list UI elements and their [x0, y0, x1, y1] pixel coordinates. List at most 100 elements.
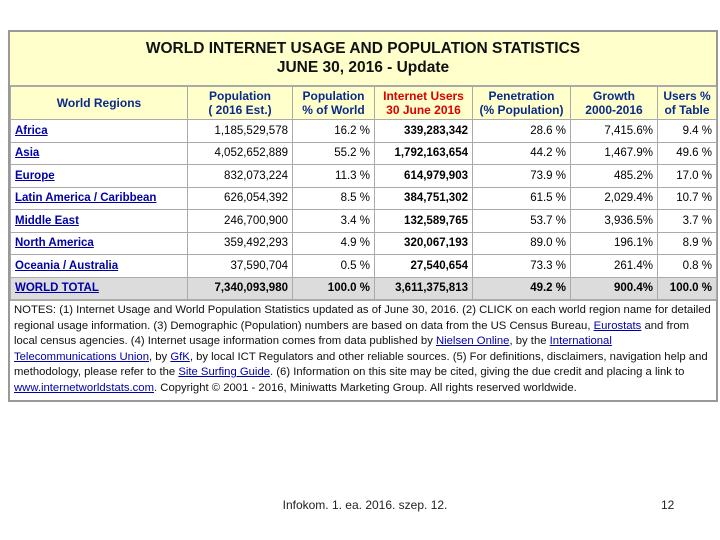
data-cell: 0.8 %: [657, 254, 717, 278]
data-cell: 61.5 %: [472, 186, 571, 210]
region-cell: WORLD TOTAL: [10, 276, 188, 300]
data-cell: 100.0 %: [292, 276, 375, 300]
note-link[interactable]: GfK: [170, 350, 190, 363]
data-cell: 614,979,903: [374, 164, 473, 188]
data-cell: 28.6 %: [472, 119, 571, 143]
data-cell: 359,492,293: [187, 231, 293, 255]
data-cell: 4,052,652,889: [187, 141, 293, 165]
data-cell: 626,054,392: [187, 186, 293, 210]
data-cell: 196.1%: [570, 231, 658, 255]
data-cell: 11.3 %: [292, 164, 375, 188]
header-text: Growth: [593, 89, 635, 103]
data-cell: 4.9 %: [292, 231, 375, 255]
footer-caption: Infokom. 1. ea. 2016. szep. 12.: [282, 498, 448, 512]
header-cell: Internet Users 30 June 2016: [374, 86, 473, 120]
data-cell: 100.0 %: [657, 276, 717, 300]
data-row: Oceania / Australia 37,590,704 0.5 % 27,540…: [10, 254, 717, 278]
data-cell: 832,073,224: [187, 164, 293, 188]
data-row: Europe 832,073,224 11.3 % 614,979,903 73.9 %…: [10, 164, 717, 188]
stats-panel: WORLD INTERNET USAGE AND POPULATION STAT…: [8, 30, 718, 402]
header-cell: Growth 2000-2016: [570, 86, 658, 120]
region-link[interactable]: North America: [15, 237, 94, 250]
data-cell: 900.4%: [570, 276, 658, 300]
header-cell: Population( 2016 Est.): [187, 86, 293, 120]
data-cell: 339,283,342: [374, 119, 473, 143]
note-text: , by: [149, 350, 171, 363]
data-cell: 8.9 %: [657, 231, 717, 255]
header-cell: Population% of World: [292, 86, 375, 120]
data-cell: 7,415.6%: [570, 119, 658, 143]
note-text: , by local ICT Regulators and other reli…: [14, 350, 708, 379]
note-text: NOTES: (1) Internet Usage and World Popu…: [14, 304, 711, 332]
data-cell: 3,611,375,813: [374, 276, 473, 300]
note-link[interactable]: Eurostats: [593, 319, 642, 332]
header-text: (% Population): [479, 103, 564, 117]
region-cell: Europe: [10, 164, 188, 188]
data-row: Latin America / Caribbean 626,054,392 8.5 …: [10, 186, 717, 210]
data-cell: 17.0 %: [657, 164, 717, 188]
header-text: % of World: [302, 103, 365, 117]
page-number: 12: [661, 498, 675, 512]
note-link[interactable]: International Telecommunications Union: [14, 335, 612, 363]
data-cell: 3,936.5%: [570, 209, 658, 233]
title: WORLD INTERNET USAGE AND POPULATION STAT…: [10, 32, 716, 86]
region-cell: North America: [10, 231, 188, 255]
header-cell: Users % of Table: [657, 86, 717, 120]
header-text: Users %: [663, 89, 711, 103]
stats-table: World Regions Population( 2016 Est.) Popul…: [10, 86, 717, 300]
data-cell: 3.7 %: [657, 209, 717, 233]
data-cell: 16.2 %: [292, 119, 375, 143]
region-link[interactable]: Middle East: [15, 214, 79, 227]
data-cell: 49.2 %: [472, 276, 571, 300]
data-row: Asia 4,052,652,889 55.2 % 1,792,163,654 44.2…: [10, 141, 717, 165]
data-cell: 2,029.4%: [570, 186, 658, 210]
note-text: . Copyright © 2001 - 2016, Miniwatts Mar…: [154, 381, 577, 394]
data-cell: 37,590,704: [187, 254, 293, 278]
region-link[interactable]: WORLD TOTAL: [15, 282, 99, 295]
total-row: WORLD TOTAL 7,340,093,980 100.0 % 3,611,375…: [10, 276, 717, 300]
data-row: North America 359,492,293 4.9 % 320,067,193…: [10, 231, 717, 255]
data-cell: 246,700,900: [187, 209, 293, 233]
data-cell: 49.6 %: [657, 141, 717, 165]
header-cell: Penetration (% Population): [472, 86, 571, 120]
header-row: World Regions Population( 2016 Est.) Popul…: [10, 86, 717, 120]
data-cell: 55.2 %: [292, 141, 375, 165]
region-cell: Africa: [10, 119, 188, 143]
header-text: ( 2016 Est.): [208, 103, 272, 117]
note-text: . (6) Information on this site may be ci…: [270, 366, 685, 378]
data-row: Middle East 246,700,900 3.4 % 132,589,765 53…: [10, 209, 717, 233]
region-cell: Oceania / Australia: [10, 254, 188, 278]
region-link[interactable]: Asia: [15, 147, 40, 160]
header-text: 30 June 2016: [386, 103, 461, 117]
note-link[interactable]: Nielsen Online: [435, 335, 510, 347]
header-cell: World Regions: [10, 86, 188, 120]
data-cell: 1,185,529,578: [187, 119, 293, 143]
data-cell: 261.4%: [570, 254, 658, 278]
region-cell: Middle East: [10, 209, 188, 233]
region-link[interactable]: Oceania / Australia: [15, 259, 119, 272]
header-text: Population: [302, 89, 365, 103]
data-cell: 132,589,765: [374, 209, 473, 233]
data-cell: 27,540,654: [374, 254, 473, 278]
region-cell: Asia: [10, 141, 188, 165]
region-link[interactable]: Africa: [15, 124, 48, 137]
data-cell: 384,751,302: [374, 186, 473, 210]
region-link[interactable]: Europe: [15, 169, 55, 182]
data-cell: 8.5 %: [292, 186, 375, 210]
title-line: JUNE 30, 2016 - Update: [276, 59, 450, 76]
header-text: World Regions: [56, 96, 142, 110]
header-text: of Table: [664, 103, 710, 117]
data-cell: 10.7 %: [657, 186, 717, 210]
notes: NOTES: (1) Internet Usage and World Popu…: [10, 300, 716, 400]
header-text: Internet Users: [383, 89, 464, 103]
note-link[interactable]: Site Surfing Guide: [178, 366, 271, 378]
data-cell: 53.7 %: [472, 209, 571, 233]
data-cell: 9.4 %: [657, 119, 717, 143]
header-text: 2000-2016: [585, 103, 643, 117]
data-cell: 0.5 %: [292, 254, 375, 278]
data-cell: 320,067,193: [374, 231, 473, 255]
note-link[interactable]: www.internetworldstats.com: [14, 381, 155, 394]
region-cell: Latin America / Caribbean: [10, 186, 188, 210]
data-cell: 7,340,093,980: [187, 276, 293, 300]
region-link[interactable]: Latin America / Caribbean: [15, 192, 157, 205]
